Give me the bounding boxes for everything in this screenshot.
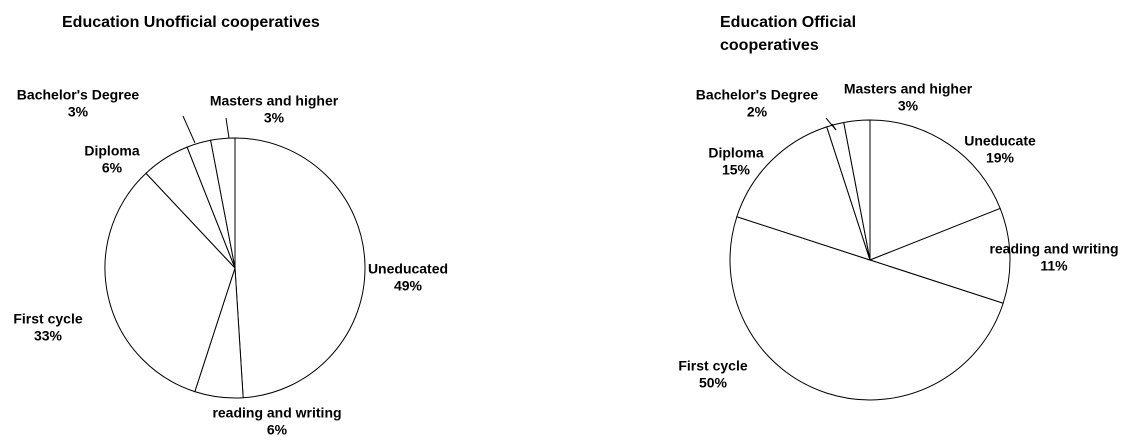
leader-line <box>225 117 230 139</box>
pie-slice <box>843 119 871 261</box>
pie-slice <box>210 137 236 269</box>
slice-label: First cycle <box>13 311 82 327</box>
slice-value-label: 3% <box>68 104 89 120</box>
pie-slice <box>736 126 871 261</box>
pie-slice <box>104 172 236 393</box>
pie-slice <box>729 216 1004 401</box>
leader-line <box>182 115 196 144</box>
slice-label: Diploma <box>84 143 139 159</box>
chart-title: Education Unofficial cooperatives <box>62 14 320 31</box>
pie-slice <box>869 119 1001 261</box>
slice-value-label: 6% <box>102 160 123 176</box>
slice-label: Diploma <box>708 145 763 161</box>
slice-value-label: 19% <box>986 150 1015 166</box>
slice-value-label: 6% <box>267 422 288 438</box>
slice-value-label: 3% <box>264 110 285 126</box>
slice-label: reading and writing <box>989 241 1118 257</box>
pie-slice <box>868 207 1011 304</box>
slice-label: reading and writing <box>212 405 341 421</box>
slice-label: Bachelor's Degree <box>17 87 140 103</box>
slice-value-label: 33% <box>34 328 63 344</box>
pie-slice <box>234 137 366 399</box>
slice-label: Uneducate <box>964 133 1036 149</box>
slice-label: Masters and higher <box>844 81 973 97</box>
chart-title: Education Official cooperatives <box>720 14 857 54</box>
slice-value-label: 50% <box>699 375 728 391</box>
slice-label: First cycle <box>678 358 747 374</box>
slice-value-label: 2% <box>747 104 768 120</box>
slice-label: Bachelor's Degree <box>696 87 819 103</box>
leader-line <box>831 123 837 131</box>
slice-value-label: 11% <box>1040 258 1068 274</box>
slice-value-label: 3% <box>898 98 919 114</box>
slice-value-label: 15% <box>722 162 751 178</box>
slice-label: Masters and higher <box>210 93 339 109</box>
slice-value-label: 49% <box>394 278 423 294</box>
slice-label: Uneducated <box>368 261 448 277</box>
